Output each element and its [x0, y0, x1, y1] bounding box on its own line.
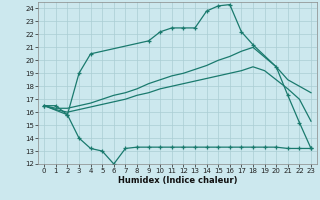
X-axis label: Humidex (Indice chaleur): Humidex (Indice chaleur) — [118, 176, 237, 185]
